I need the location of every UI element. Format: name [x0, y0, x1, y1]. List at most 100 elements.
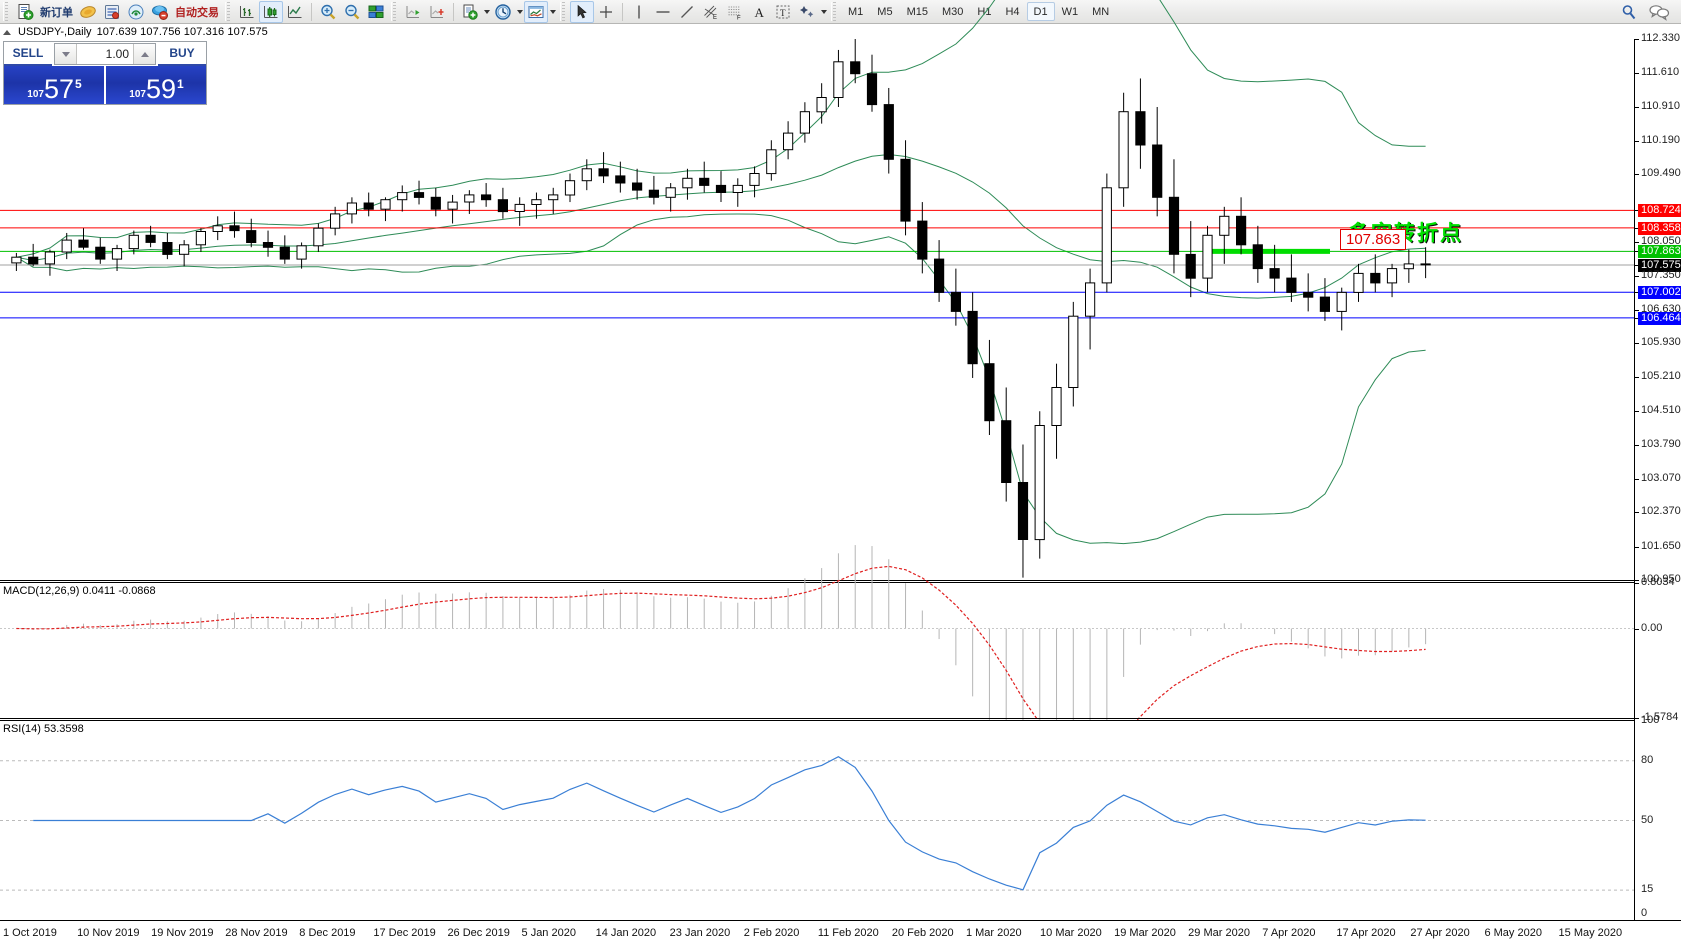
buy-price-major: 59 — [145, 74, 177, 104]
templates-dropdown-icon[interactable] — [548, 9, 557, 14]
shapes-icon[interactable] — [795, 1, 819, 23]
price-axis-label: 102.370 — [1641, 505, 1681, 518]
price-axis-label: 109.490 — [1641, 167, 1681, 179]
tile-windows-icon[interactable] — [364, 1, 388, 23]
price-tick — [1635, 410, 1639, 412]
fibonacci-icon[interactable]: F — [723, 1, 747, 23]
sell-price-integer: 107 — [27, 89, 44, 100]
price-axis-label: 106.630 — [1641, 302, 1681, 315]
zoom-out-icon[interactable] — [340, 1, 364, 23]
bar-chart-icon[interactable] — [235, 1, 259, 23]
rsi-axis-label: 15 — [1641, 883, 1654, 896]
equidistant-channel-icon[interactable]: E — [699, 1, 723, 23]
timeframe-m5[interactable]: M5 — [877, 5, 893, 18]
text-label-icon[interactable]: T — [771, 1, 795, 23]
date-tick-label: 10 Mar 2020 — [1040, 927, 1102, 939]
price-tick — [1635, 242, 1639, 244]
timeframe-m30[interactable]: M30 — [941, 5, 964, 18]
sell-button[interactable]: SELL — [4, 42, 52, 66]
price-tick — [1635, 343, 1639, 345]
price-tick — [1635, 546, 1639, 548]
sell-price-fraction: 5 — [75, 77, 82, 91]
toolbar-grip-2[interactable] — [225, 2, 232, 21]
line-chart-icon[interactable] — [283, 1, 307, 23]
horizontal-line-icon[interactable] — [651, 1, 675, 23]
period-dropdown-icon[interactable] — [515, 9, 524, 14]
chat-icon[interactable] — [1645, 1, 1673, 23]
price-tick — [1635, 275, 1639, 277]
crosshair-icon[interactable] — [594, 1, 618, 23]
volume-input[interactable]: 1.00 — [105, 47, 129, 61]
buy-price-integer: 107 — [129, 89, 146, 100]
timeframe-mn[interactable]: MN — [1092, 5, 1110, 18]
volume-decrease-button[interactable] — [55, 44, 77, 64]
auto-scroll-icon[interactable] — [425, 1, 449, 23]
templates-icon[interactable] — [524, 0, 548, 23]
buy-price-cell[interactable]: 107 59 1 — [104, 66, 206, 104]
autotrading-label[interactable]: 自动交易 — [175, 5, 219, 19]
period-icon[interactable] — [491, 1, 515, 23]
price-axis-label: 108.358 — [1638, 221, 1681, 235]
new-order-icon[interactable] — [13, 1, 37, 23]
cursor-icon[interactable] — [570, 0, 594, 23]
macd-chart-svg — [0, 545, 1634, 820]
chart-shift-icon[interactable] — [401, 1, 425, 23]
toolbar-grip-3[interactable] — [391, 2, 398, 21]
timeframe-group: M1 M5 M15 M30 H1 H4 D1 W1 MN — [841, 0, 1116, 24]
price-tick — [1635, 227, 1639, 229]
date-tick-label: 19 Mar 2020 — [1114, 927, 1176, 939]
shapes-dropdown-icon[interactable] — [819, 9, 828, 14]
symbol-name: USDJPY-,Daily — [18, 26, 92, 38]
rsi-chart-svg — [0, 756, 1634, 891]
timeframe-h4[interactable]: H4 — [1005, 5, 1020, 18]
buy-button[interactable]: BUY — [158, 42, 206, 66]
timeframe-h1[interactable]: H1 — [977, 5, 992, 18]
trendline-icon[interactable] — [675, 1, 699, 23]
collapse-triangle-icon[interactable] — [3, 29, 11, 35]
timeframe-w1[interactable]: W1 — [1061, 5, 1079, 18]
macd-axis-label: 0.00 — [1641, 621, 1663, 634]
price-axis-label: 112.330 — [1641, 32, 1680, 44]
new-order-label[interactable]: 新订单 — [40, 5, 73, 19]
price-tick — [1635, 444, 1639, 446]
volume-increase-button[interactable] — [133, 44, 155, 64]
timeframe-m15[interactable]: M15 — [906, 5, 928, 18]
price-axis-label: 108.050 — [1641, 235, 1681, 248]
price-axis[interactable]: 112.330 111.610 110.910 110.190 109.490 108.7… — [1634, 33, 1681, 920]
price-axis-label: 105.210 — [1641, 370, 1681, 383]
date-tick-label: 29 Mar 2020 — [1188, 927, 1250, 939]
one-click-trading-panel[interactable]: SELL 1.00 BUY 107 57 5 107 59 1 — [3, 41, 207, 105]
sell-price-major: 57 — [43, 74, 75, 104]
rsi-pane[interactable] — [0, 721, 1634, 920]
expert-advisors-icon[interactable] — [76, 1, 100, 23]
toolbar-grip[interactable] — [3, 2, 10, 21]
macd-pane[interactable] — [0, 545, 1634, 820]
new-chart-icon[interactable] — [458, 1, 482, 23]
timeframe-d1[interactable]: D1 — [1026, 2, 1055, 21]
volume-stepper[interactable]: 1.00 — [54, 43, 156, 65]
price-axis-label: 107.002 — [1638, 286, 1681, 300]
date-tick-label: 1 Mar 2020 — [965, 927, 1022, 939]
price-tick — [1635, 265, 1639, 267]
price-axis-label: 107.575 — [1638, 259, 1681, 273]
chart-area[interactable]: MACD(12,26,9) 0.0411 -0.0868 RSI(14) 53.… — [0, 0, 1681, 920]
toolbar-grip-5[interactable] — [831, 2, 838, 21]
autotrading-icon[interactable] — [148, 1, 172, 23]
timeframe-m1[interactable]: M1 — [848, 5, 864, 18]
data-window-icon[interactable] — [100, 1, 124, 23]
zoom-in-icon[interactable] — [316, 1, 340, 23]
date-tick-label: 5 Jan 2020 — [521, 927, 576, 939]
vertical-line-icon[interactable] — [627, 1, 651, 23]
price-pane[interactable] — [0, 0, 1634, 580]
candlestick-chart-icon[interactable] — [259, 0, 283, 23]
signals-icon[interactable] — [124, 1, 148, 23]
toolbar-grip-4[interactable] — [560, 2, 567, 21]
date-tick-label: 20 Feb 2020 — [891, 927, 954, 939]
price-axis-label: 110.190 — [1641, 133, 1680, 146]
sell-price-cell[interactable]: 107 57 5 — [4, 66, 104, 104]
svg-text:F: F — [737, 15, 741, 21]
new-chart-dropdown-icon[interactable] — [482, 9, 491, 14]
search-icon[interactable] — [1617, 1, 1641, 23]
text-icon[interactable]: A — [747, 1, 771, 23]
price-axis-label: 107.350 — [1641, 268, 1681, 281]
